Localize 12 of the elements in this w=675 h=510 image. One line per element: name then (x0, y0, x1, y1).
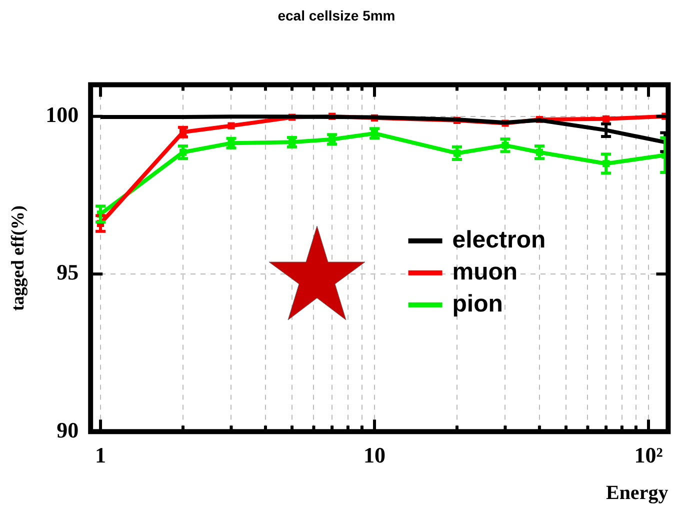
x-axis-title: Energy (606, 482, 668, 504)
legend-label: pion (452, 290, 503, 318)
legend-label: electron (452, 226, 546, 254)
chart-title: ecal cellsize 5mm (278, 7, 396, 24)
x-tick-label: 1 (95, 442, 106, 468)
y-tick-label: 90 (56, 417, 79, 442)
x-tick-label: 10² (634, 442, 664, 468)
y-tick-label: 100 (46, 102, 79, 128)
legend-label: muon (452, 258, 518, 286)
y-tick-label: 95 (56, 260, 79, 285)
x-tick-label: 10 (364, 442, 386, 468)
y-axis-title: tagged eff(%) (7, 205, 28, 311)
